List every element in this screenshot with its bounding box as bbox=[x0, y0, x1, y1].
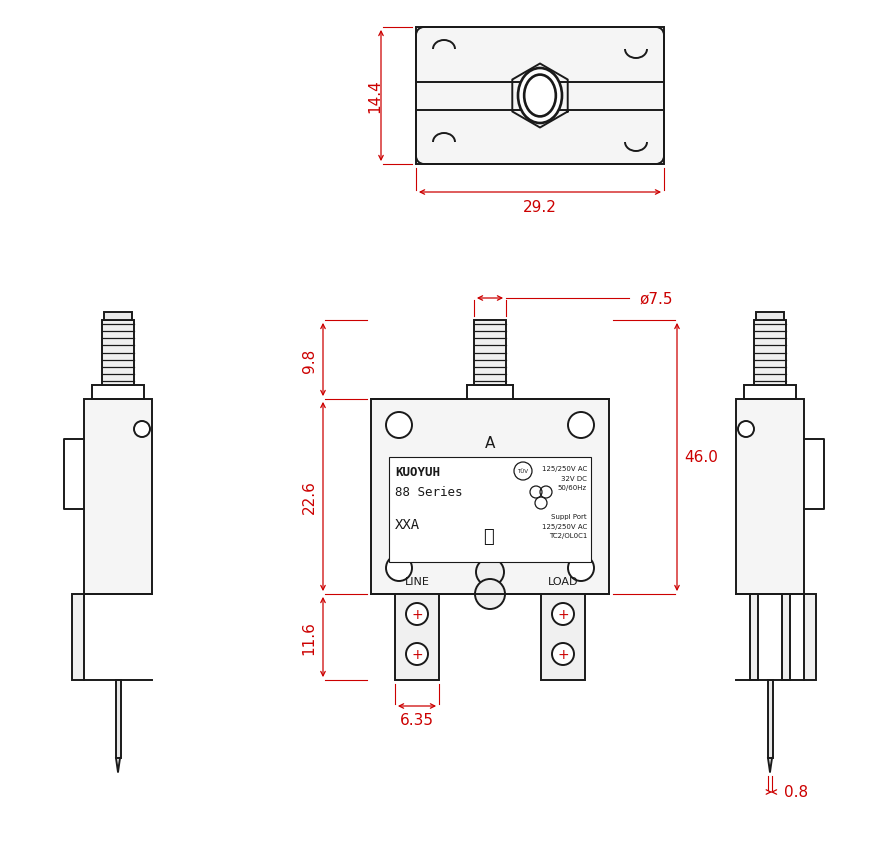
Circle shape bbox=[406, 603, 428, 625]
Text: ø7.5: ø7.5 bbox=[639, 291, 672, 306]
Text: 11.6: 11.6 bbox=[302, 620, 316, 654]
Circle shape bbox=[134, 421, 150, 438]
Text: LOAD: LOAD bbox=[547, 577, 579, 586]
Bar bbox=[104, 313, 132, 321]
Circle shape bbox=[386, 555, 412, 581]
Bar bbox=[371, 399, 609, 595]
Bar bbox=[102, 321, 134, 386]
Bar bbox=[768, 680, 773, 758]
Bar bbox=[541, 595, 585, 680]
Text: KUOYUH: KUOYUH bbox=[395, 466, 440, 479]
Bar bbox=[474, 321, 506, 386]
Bar bbox=[782, 595, 790, 680]
Text: Ⓛ: Ⓛ bbox=[482, 527, 493, 545]
Circle shape bbox=[568, 413, 594, 438]
Text: 9.8: 9.8 bbox=[302, 348, 316, 372]
Bar bbox=[389, 457, 591, 562]
Text: 22.6: 22.6 bbox=[302, 480, 316, 514]
Bar bbox=[744, 386, 796, 399]
Text: 14.4: 14.4 bbox=[368, 79, 382, 113]
Circle shape bbox=[475, 579, 505, 609]
Bar bbox=[84, 399, 152, 595]
Bar bbox=[72, 595, 84, 680]
Text: 0.8: 0.8 bbox=[784, 785, 808, 799]
Bar bbox=[754, 321, 786, 386]
Text: +: + bbox=[411, 647, 422, 661]
Text: LINE: LINE bbox=[405, 577, 430, 586]
Text: 6.35: 6.35 bbox=[400, 712, 434, 728]
Bar bbox=[395, 595, 439, 680]
Circle shape bbox=[568, 555, 594, 581]
Text: 88 Series: 88 Series bbox=[395, 485, 463, 498]
Text: TC2/OL0C1: TC2/OL0C1 bbox=[548, 532, 587, 538]
Text: 50/60Hz: 50/60Hz bbox=[558, 485, 587, 490]
Bar bbox=[116, 680, 121, 758]
Text: 46.0: 46.0 bbox=[684, 450, 718, 465]
Text: +: + bbox=[557, 647, 569, 661]
Text: 29.2: 29.2 bbox=[523, 200, 557, 214]
Text: 32V DC: 32V DC bbox=[561, 475, 587, 481]
Bar bbox=[416, 28, 664, 165]
Circle shape bbox=[552, 603, 574, 625]
Ellipse shape bbox=[524, 76, 555, 117]
Text: TÜV: TÜV bbox=[518, 469, 529, 474]
Text: Suppl Port: Suppl Port bbox=[551, 514, 587, 519]
Circle shape bbox=[386, 413, 412, 438]
Bar bbox=[804, 595, 816, 680]
Bar bbox=[736, 399, 804, 595]
Text: 125/250V AC: 125/250V AC bbox=[542, 524, 587, 530]
Bar bbox=[92, 386, 144, 399]
Bar bbox=[750, 595, 758, 680]
Text: 125/250V AC: 125/250V AC bbox=[542, 466, 587, 472]
Text: +: + bbox=[411, 607, 422, 621]
Text: +: + bbox=[557, 607, 569, 621]
Circle shape bbox=[406, 643, 428, 665]
Text: A: A bbox=[485, 436, 496, 451]
Circle shape bbox=[476, 559, 504, 586]
Circle shape bbox=[552, 643, 574, 665]
Ellipse shape bbox=[518, 69, 562, 124]
Bar bbox=[756, 313, 784, 321]
Text: XXA: XXA bbox=[395, 518, 420, 531]
Circle shape bbox=[738, 421, 754, 438]
